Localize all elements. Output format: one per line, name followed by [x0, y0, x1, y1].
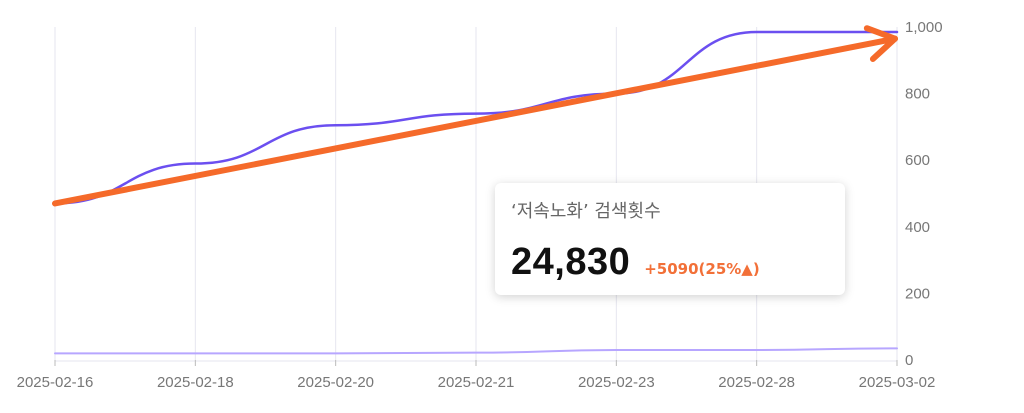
- x-tick-label: 2025-03-02: [859, 374, 936, 391]
- y-tick-label: 400: [905, 219, 930, 236]
- y-tick-label: 600: [905, 152, 930, 169]
- series-lines: [53, 30, 899, 355]
- y-tick-label: 0: [905, 352, 913, 369]
- y-tick-label: 1,000: [905, 19, 943, 36]
- tooltip-change: +5090(25%▲): [644, 260, 760, 278]
- trend-arrow-shaft: [52, 35, 898, 207]
- tooltip-value: 24,830: [511, 241, 631, 283]
- x-tick-label: 2025-02-20: [297, 374, 374, 391]
- tooltip-value-row: 24,830 +5090(25%▲): [511, 241, 829, 284]
- series-line-2: [54, 347, 898, 355]
- x-tick-label: 2025-02-16: [17, 374, 94, 391]
- x-tick-label: 2025-02-21: [438, 374, 515, 391]
- trend-arrow-head: [863, 25, 898, 62]
- y-axis-ticks: 0 200 400 600 800 1,000: [905, 19, 943, 369]
- x-tick-label: 2025-02-23: [578, 374, 655, 391]
- tooltip-card: ‘저속노화’ 검색횟수 24,830 +5090(25%▲): [495, 183, 845, 295]
- tooltip-title: ‘저속노화’ 검색횟수: [511, 201, 661, 222]
- trend-arrow: [52, 25, 898, 207]
- x-axis-ticks: 2025-02-16 2025-02-18 2025-02-20 2025-02-21…: [17, 360, 936, 391]
- y-tick-label: 800: [905, 86, 930, 103]
- x-tick-label: 2025-02-18: [157, 374, 234, 391]
- series-line-1: [53, 30, 899, 205]
- y-tick-label: 200: [905, 285, 930, 302]
- x-tick-label: 2025-02-28: [718, 374, 795, 391]
